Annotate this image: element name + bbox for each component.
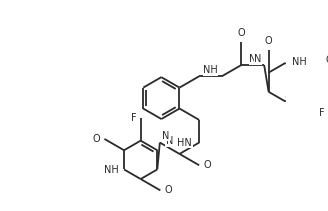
Text: O: O: [238, 28, 245, 38]
Text: N: N: [162, 131, 170, 141]
Text: F: F: [131, 113, 136, 123]
Text: NH: NH: [292, 57, 307, 67]
Text: O: O: [265, 36, 273, 46]
Text: NH: NH: [104, 165, 119, 175]
Text: O: O: [203, 160, 211, 170]
Text: N: N: [254, 54, 261, 64]
Text: F: F: [319, 108, 324, 118]
Text: HN: HN: [177, 138, 192, 147]
Text: O: O: [326, 54, 328, 65]
Text: O: O: [165, 185, 172, 195]
Text: N: N: [249, 54, 256, 64]
Text: O: O: [92, 134, 100, 144]
Text: NH: NH: [203, 65, 218, 75]
Text: N: N: [166, 137, 174, 146]
